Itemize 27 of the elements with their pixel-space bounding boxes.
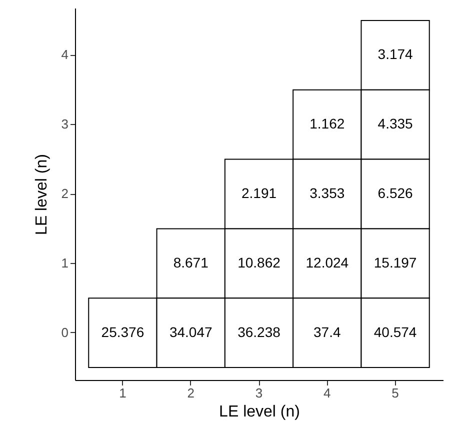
y-tick-label: 1 xyxy=(61,255,68,270)
data-label: 36.238 xyxy=(238,324,281,340)
data-label: 40.574 xyxy=(374,324,417,340)
data-label: 12.024 xyxy=(306,254,349,270)
data-label: 25.376 xyxy=(101,324,144,340)
data-label: 6.526 xyxy=(378,185,414,201)
y-tick-label: 2 xyxy=(61,186,68,201)
y-tick-label: 0 xyxy=(61,324,68,340)
data-label: 15.197 xyxy=(374,254,417,270)
data-label: 4.335 xyxy=(378,116,414,132)
x-tick-label: 5 xyxy=(392,386,399,400)
data-label: 3.353 xyxy=(310,185,345,201)
data-label: 10.862 xyxy=(238,254,281,270)
data-label: 34.047 xyxy=(169,324,212,340)
data-label: 2.191 xyxy=(241,185,277,201)
y-tick-label: 3 xyxy=(61,116,68,132)
y-axis-title: LE level (n) xyxy=(33,154,50,235)
y-tick-label: 4 xyxy=(61,47,68,62)
x-tick-label: 2 xyxy=(187,386,194,400)
x-tick-label: 4 xyxy=(324,386,331,400)
data-label: 37.4 xyxy=(314,324,341,340)
x-tick-label: 1 xyxy=(119,386,126,400)
data-label: 8.671 xyxy=(173,254,209,270)
x-axis-title: LE level (n) xyxy=(219,404,300,420)
x-tick-label: 3 xyxy=(255,386,263,400)
data-label: 1.162 xyxy=(310,116,345,132)
data-label: 3.174 xyxy=(378,46,414,62)
